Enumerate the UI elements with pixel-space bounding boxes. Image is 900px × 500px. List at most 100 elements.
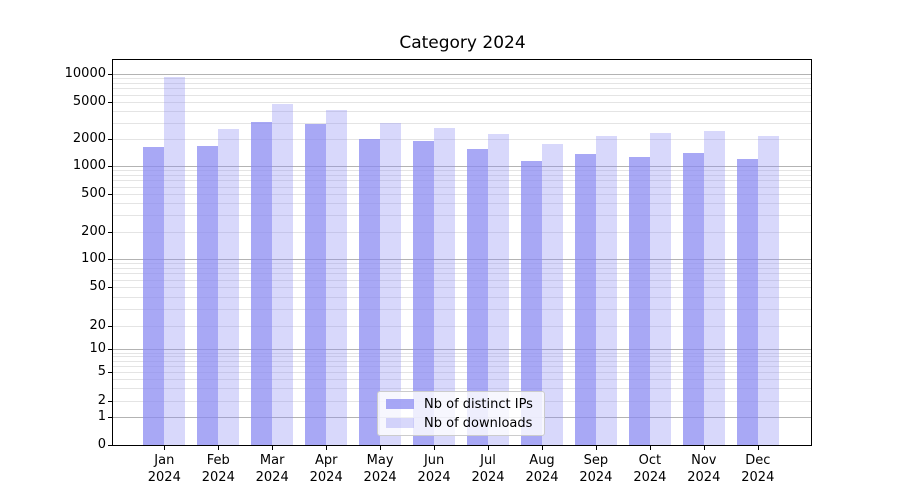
y-tick-label: 1000 (72, 158, 106, 173)
x-tick-label: Dec 2024 (741, 453, 775, 485)
bar-downloads (488, 133, 509, 445)
bar-downloads (164, 77, 186, 445)
bar-distinct-ips (628, 157, 650, 445)
y-tick-mark (108, 166, 112, 167)
minor-gridline (113, 78, 811, 80)
y-tick-mark (108, 139, 112, 140)
bar-distinct-ips (521, 160, 542, 445)
bar-downloads (649, 133, 671, 445)
y-tick-mark (108, 74, 112, 75)
legend-label-downloads: Nb of downloads (424, 415, 533, 431)
minor-gridline (113, 379, 811, 381)
bar-downloads (218, 129, 240, 445)
x-tick-mark (704, 446, 705, 450)
x-tick-label: Nov 2024 (687, 453, 721, 485)
minor-gridline (113, 263, 811, 265)
minor-gridline (113, 215, 811, 217)
bar-distinct-ips (305, 124, 327, 445)
x-tick-label: Oct 2024 (633, 453, 667, 485)
legend-entry-downloads: Nb of downloads (378, 415, 544, 431)
bar-downloads (703, 130, 725, 445)
y-tick-label: 10 (89, 341, 106, 356)
minor-gridline (113, 175, 811, 176)
y-tick-mark (108, 232, 112, 233)
bar-distinct-ips (574, 153, 596, 445)
minor-gridline (113, 180, 811, 182)
minor-gridline (113, 94, 811, 96)
minor-gridline (113, 268, 811, 269)
minor-gridline (113, 273, 811, 275)
y-tick-label: 0 (97, 437, 106, 452)
minor-gridline (113, 388, 811, 390)
bar-downloads (434, 128, 456, 445)
bar-downloads (272, 104, 294, 445)
x-tick-mark (758, 446, 759, 450)
gridline (113, 166, 811, 167)
legend-swatch-downloads (386, 418, 414, 428)
minor-gridline (113, 88, 811, 90)
x-tick-label: Jun 2024 (417, 453, 451, 485)
y-tick-mark (108, 326, 112, 327)
y-tick-mark (108, 401, 112, 402)
bar-downloads (595, 135, 617, 445)
y-tick-mark (108, 349, 112, 350)
minor-gridline (113, 360, 811, 362)
bar-downloads (542, 144, 563, 445)
gridline (113, 259, 811, 260)
y-tick-label: 5 (97, 364, 106, 379)
legend-entry-distinct-ips: Nb of distinct IPs (378, 396, 544, 412)
minor-gridline (113, 170, 811, 172)
x-tick-label: Jul 2024 (471, 453, 505, 485)
gridline (113, 102, 811, 103)
y-tick-mark (108, 287, 112, 288)
x-tick-mark (542, 446, 543, 450)
y-tick-label: 5000 (72, 94, 106, 109)
x-tick-mark (218, 446, 219, 450)
y-tick-label: 500 (81, 186, 106, 201)
y-tick-label: 100 (81, 251, 106, 266)
y-tick-mark (108, 194, 112, 195)
bar-distinct-ips (143, 147, 165, 445)
y-tick-mark (108, 259, 112, 260)
x-tick-label: Jan 2024 (147, 453, 181, 485)
gridline (113, 232, 811, 233)
bar-downloads (326, 109, 348, 445)
gridline (113, 287, 811, 288)
gridline (113, 372, 811, 373)
gridline (113, 194, 811, 195)
y-tick-label: 2000 (72, 131, 106, 146)
minor-gridline (113, 366, 811, 367)
x-tick-label: Mar 2024 (255, 453, 289, 485)
x-tick-mark (434, 446, 435, 450)
x-tick-mark (596, 446, 597, 450)
y-tick-mark (108, 102, 112, 103)
minor-gridline (113, 279, 811, 281)
bar-distinct-ips (736, 158, 758, 445)
y-tick-mark (108, 445, 112, 446)
y-tick-label: 2 (97, 393, 106, 408)
legend-label-distinct-ips: Nb of distinct IPs (424, 396, 533, 412)
y-tick-label: 50 (89, 279, 106, 294)
legend: Nb of distinct IPs Nb of downloads (377, 391, 545, 436)
gridline (113, 326, 811, 327)
x-tick-label: Sep 2024 (579, 453, 613, 485)
minor-gridline (113, 186, 811, 188)
bar-distinct-ips (413, 141, 435, 445)
x-tick-label: Apr 2024 (309, 453, 343, 485)
minor-gridline (113, 203, 811, 205)
bar-distinct-ips (682, 152, 704, 445)
y-tick-label: 20 (89, 318, 106, 333)
x-tick-mark (326, 446, 327, 450)
legend-swatch-distinct-ips (386, 399, 414, 409)
minor-gridline (113, 356, 811, 358)
bar-distinct-ips (251, 122, 273, 445)
bar-downloads (757, 135, 779, 445)
x-tick-mark (488, 446, 489, 450)
bar-downloads (380, 122, 402, 445)
bar-distinct-ips (467, 148, 488, 445)
minor-gridline (113, 111, 811, 112)
bar-distinct-ips (197, 146, 219, 445)
x-tick-label: Feb 2024 (201, 453, 235, 485)
x-tick-label: May 2024 (363, 453, 397, 485)
